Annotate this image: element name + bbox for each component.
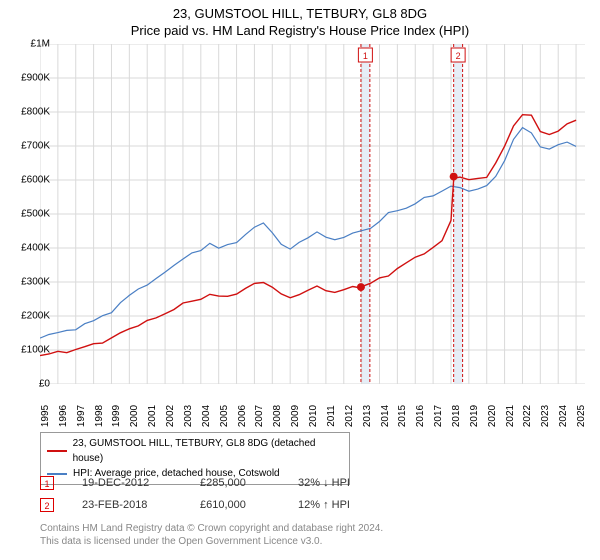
- x-axis-tick: 2020: [487, 405, 498, 427]
- x-axis-tick: 2015: [397, 405, 408, 427]
- x-axis-tick: 2019: [469, 405, 480, 427]
- x-axis-tick: 2021: [505, 405, 516, 427]
- x-axis-tick: 2011: [326, 405, 337, 427]
- y-axis-tick: £200K: [5, 311, 50, 322]
- y-axis-tick: £600K: [5, 175, 50, 186]
- x-axis-tick: 1996: [58, 405, 69, 427]
- chart-container: 23, GUMSTOOL HILL, TETBURY, GL8 8DG Pric…: [0, 0, 600, 560]
- sale-marker-icon: 1: [40, 476, 54, 490]
- svg-text:2: 2: [456, 51, 461, 61]
- x-axis-tick: 2014: [380, 405, 391, 427]
- y-axis-tick: £900K: [5, 73, 50, 84]
- x-axis-tick: 2003: [183, 405, 194, 427]
- footer-line: This data is licensed under the Open Gov…: [40, 535, 383, 548]
- y-axis-tick: £500K: [5, 209, 50, 220]
- x-axis-tick: 2017: [433, 405, 444, 427]
- x-axis-tick: 2006: [237, 405, 248, 427]
- footer-attribution: Contains HM Land Registry data © Crown c…: [40, 522, 383, 548]
- x-axis-tick: 1995: [40, 405, 51, 427]
- footer-line: Contains HM Land Registry data © Crown c…: [40, 522, 383, 535]
- up-arrow-icon: ↑: [323, 499, 329, 511]
- sale-row: 2 23-FEB-2018 £610,000 12% ↑ HPI: [40, 494, 388, 516]
- x-axis-tick: 2024: [558, 405, 569, 427]
- x-axis-tick: 2007: [254, 405, 265, 427]
- down-arrow-icon: ↓: [323, 477, 329, 489]
- x-axis-tick: 2013: [362, 405, 373, 427]
- sale-date: 19-DEC-2012: [82, 477, 172, 489]
- x-axis-tick: 2002: [165, 405, 176, 427]
- x-axis-tick: 1997: [76, 405, 87, 427]
- sale-date: 23-FEB-2018: [82, 499, 172, 511]
- x-axis-tick: 2004: [201, 405, 212, 427]
- x-axis-tick: 2022: [522, 405, 533, 427]
- x-axis-tick: 2012: [344, 405, 355, 427]
- y-axis-tick: £0: [5, 379, 50, 390]
- y-axis-tick: £800K: [5, 107, 50, 118]
- y-axis-tick: £300K: [5, 277, 50, 288]
- sale-pct: 32% ↓ HPI: [298, 477, 388, 489]
- legend-label: 23, GUMSTOOL HILL, TETBURY, GL8 8DG (det…: [73, 436, 343, 466]
- y-axis-tick: £400K: [5, 243, 50, 254]
- sales-table: 1 19-DEC-2012 £285,000 32% ↓ HPI 2 23-FE…: [40, 472, 388, 516]
- x-axis-tick: 1999: [111, 405, 122, 427]
- y-axis-tick: £1M: [5, 39, 50, 50]
- x-axis-tick: 1998: [94, 405, 105, 427]
- legend-swatch: [47, 450, 67, 452]
- x-axis-tick: 2009: [290, 405, 301, 427]
- x-axis-tick: 2023: [540, 405, 551, 427]
- sale-row: 1 19-DEC-2012 £285,000 32% ↓ HPI: [40, 472, 388, 494]
- sale-pct: 12% ↑ HPI: [298, 499, 388, 511]
- sale-price: £610,000: [200, 499, 270, 511]
- chart-svg: 12: [40, 44, 585, 384]
- x-axis-tick: 2008: [272, 405, 283, 427]
- x-axis-tick: 2018: [451, 405, 462, 427]
- sale-price: £285,000: [200, 477, 270, 489]
- y-axis-tick: £700K: [5, 141, 50, 152]
- sale-marker-icon: 2: [40, 498, 54, 512]
- x-axis-tick: 2025: [576, 405, 587, 427]
- legend-item: 23, GUMSTOOL HILL, TETBURY, GL8 8DG (det…: [47, 436, 343, 466]
- x-axis-tick: 2010: [308, 405, 319, 427]
- x-axis-tick: 2005: [219, 405, 230, 427]
- chart-plot-area: 12: [40, 44, 585, 384]
- x-axis-tick: 2001: [147, 405, 158, 427]
- x-axis-tick: 2000: [129, 405, 140, 427]
- y-axis-tick: £100K: [5, 345, 50, 356]
- chart-title: 23, GUMSTOOL HILL, TETBURY, GL8 8DG: [0, 0, 600, 21]
- x-axis-tick: 2016: [415, 405, 426, 427]
- svg-text:1: 1: [363, 51, 368, 61]
- chart-subtitle: Price paid vs. HM Land Registry's House …: [0, 21, 600, 38]
